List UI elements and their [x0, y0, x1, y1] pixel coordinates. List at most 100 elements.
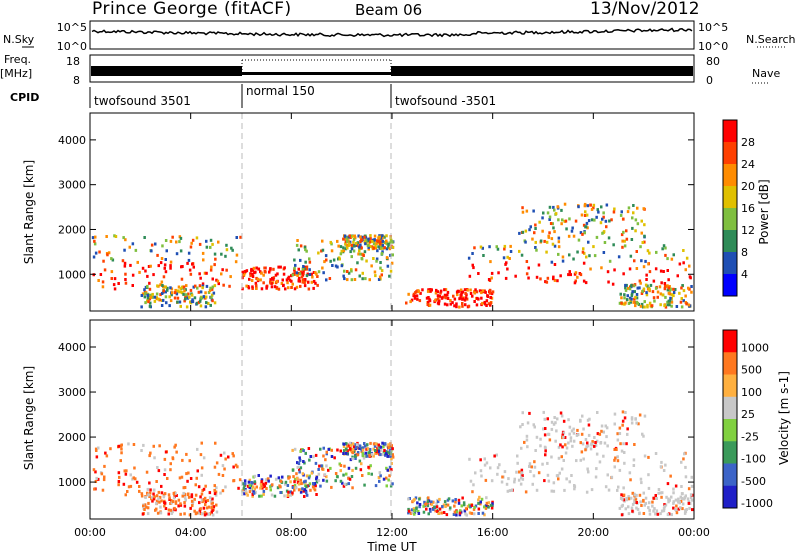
vel-data-cell-443	[388, 474, 391, 478]
power-data-cell-845	[600, 266, 603, 270]
power-data-cell-810	[443, 288, 446, 292]
power-data-cell-769	[463, 298, 467, 302]
power-data-cell-558	[349, 250, 352, 254]
power-data-cell-1046	[583, 231, 586, 235]
vel-data-cell-993	[561, 445, 564, 449]
vel-data-cell-22	[201, 489, 204, 492]
vel-data-cell-777	[418, 505, 421, 509]
power-data-cell-664	[359, 235, 362, 239]
power-data-cell-1007	[610, 218, 613, 222]
power-data-cell-27	[213, 252, 217, 256]
power-data-cell-860	[561, 255, 565, 259]
vel-data-cell-395	[289, 490, 292, 494]
vel-data-cell-672	[370, 452, 374, 456]
vel-data-cell-697	[382, 445, 385, 449]
power-data-cell-869	[585, 255, 588, 259]
vel-data-cell-1185	[684, 494, 687, 498]
nsearch-label: N.Search	[746, 33, 796, 46]
power-data-cell-727	[439, 291, 442, 295]
vel-data-cell-676	[386, 454, 389, 458]
power-data-cell-254	[199, 290, 203, 294]
vel-data-cell-467	[299, 449, 302, 453]
power-data-cell-458	[330, 249, 334, 253]
vel-data-cell-55	[200, 466, 204, 470]
vel-data-cell-766	[409, 511, 413, 515]
power-data-cell-712	[434, 291, 438, 295]
vel-data-cell-860	[503, 470, 507, 474]
vel-data-cell-106	[221, 474, 225, 477]
vel-data-cell-349	[243, 492, 246, 496]
power-data-cell-933	[487, 278, 491, 281]
power-data-cell-467	[389, 253, 392, 257]
vel-data-cell-688	[390, 444, 393, 448]
power-data-cell-672	[381, 243, 385, 247]
power-data-cell-1178	[626, 294, 629, 298]
vel-data-cell-389	[284, 480, 288, 484]
vel-data-cell-819	[422, 504, 425, 508]
power-data-cell-687	[346, 239, 349, 243]
power-data-cell-112	[169, 264, 172, 268]
vel-data-cell-436	[318, 464, 321, 468]
vel-data-cell-809	[470, 503, 474, 507]
vel-data-cell-502	[370, 472, 373, 476]
power-data-cell-791	[446, 297, 450, 300]
vel-data-cell-634	[348, 443, 351, 447]
nave-tick-top: 80	[706, 55, 720, 68]
vel-data-cell-1101	[519, 425, 522, 429]
vel-data-cell-108	[157, 490, 161, 494]
vel-data-cell-1115	[572, 439, 576, 443]
vel-data-cell-722	[484, 504, 488, 508]
power-data-cell-793	[429, 289, 432, 293]
vel-data-cell-1081	[613, 422, 616, 426]
power-data-cell-373	[268, 270, 271, 274]
power-data-cell-1006	[625, 229, 628, 233]
vel-data-cell-48	[163, 457, 167, 461]
power-data-cell-770	[436, 294, 440, 298]
vel-data-cell-273	[160, 499, 163, 503]
vel-data-cell-151	[158, 495, 162, 499]
vel-data-cell-172	[175, 494, 178, 497]
vel-data-cell-451	[329, 466, 332, 470]
power-data-cell-754	[484, 290, 487, 294]
power-data-cell-915	[589, 267, 592, 271]
vel-data-cell-782	[454, 500, 457, 504]
power-data-cell-1181	[629, 300, 632, 304]
power-data-cell-1050	[583, 214, 587, 217]
power-data-cell-1102	[564, 219, 568, 223]
power-data-cell-824	[417, 290, 421, 294]
power-data-cell-864	[557, 245, 561, 249]
vel-data-cell-26	[122, 482, 126, 486]
vel-data-cell-319	[309, 488, 312, 492]
vel-data-cell-143	[167, 493, 171, 497]
power-data-cell-530	[332, 258, 336, 262]
vel-data-cell-295	[242, 490, 245, 494]
power-data-cell-855	[582, 261, 586, 265]
power-data-cell-1231	[661, 293, 665, 297]
vel-data-cell-340	[291, 486, 295, 489]
vel-data-cell-472	[342, 484, 346, 488]
power-data-cell-350	[245, 269, 249, 273]
vel-data-cell-210	[190, 493, 194, 497]
power-data-cell-767	[446, 293, 449, 297]
vel-data-cell-391	[305, 474, 309, 478]
power-data-cell-1250	[685, 302, 688, 306]
power-data-cell-612	[342, 246, 345, 250]
vel-data-cell-747	[435, 502, 438, 505]
power-data-cell-550	[339, 252, 343, 256]
power-data-cell-840	[611, 282, 615, 286]
vel-data-cell-311	[279, 479, 283, 483]
vel-data-cell-965	[647, 455, 650, 459]
power-data-cell-18	[220, 252, 223, 256]
vel-data-cell-1113	[590, 442, 593, 446]
vel-data-cell-360	[313, 488, 317, 492]
vel-data-cell-924	[530, 465, 533, 469]
vel-data-cell-944	[532, 474, 536, 478]
vel-data-cell-830	[407, 511, 410, 515]
vel-data-cell-323	[269, 474, 272, 478]
vel-data-cell-1114	[635, 421, 638, 425]
power-data-cell-271	[153, 295, 157, 299]
vel-data-cell-690	[387, 443, 390, 447]
vel-data-cell-1119	[688, 502, 692, 505]
power-data-cell-104	[149, 264, 152, 268]
vel-data-cell-16	[194, 483, 197, 487]
